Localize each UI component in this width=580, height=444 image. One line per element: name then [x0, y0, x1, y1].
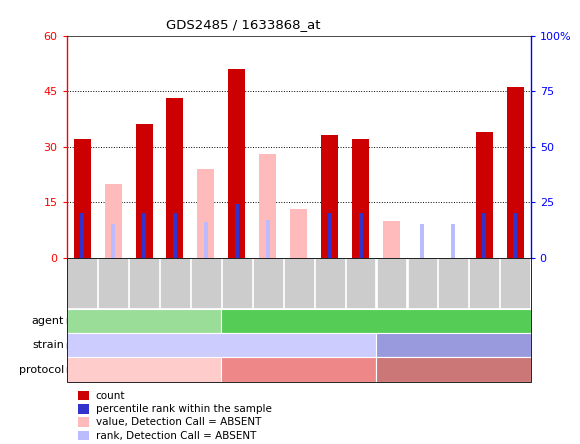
- Bar: [80, 213, 84, 258]
- Text: GSM123070: GSM123070: [387, 259, 396, 307]
- Bar: [74, 139, 90, 258]
- Text: GSM123073: GSM123073: [480, 259, 489, 307]
- Bar: [290, 210, 307, 258]
- Text: GSM123003: GSM123003: [171, 259, 179, 307]
- Text: 2 hours after exposure: 2 hours after exposure: [394, 365, 513, 375]
- Text: agent: agent: [31, 316, 64, 326]
- Bar: [259, 154, 276, 258]
- Bar: [476, 132, 493, 258]
- Text: ▶: ▶: [64, 341, 73, 350]
- Text: ▶: ▶: [64, 365, 73, 374]
- Text: GSM123068: GSM123068: [325, 259, 334, 307]
- Text: GSM123072: GSM123072: [449, 259, 458, 307]
- Bar: [451, 224, 455, 258]
- Text: protocol: protocol: [19, 365, 64, 375]
- Bar: [328, 213, 332, 258]
- Text: alcohol: alcohol: [357, 316, 395, 326]
- Bar: [266, 220, 270, 258]
- Text: GDS2485 / 1633868_at: GDS2485 / 1633868_at: [166, 18, 321, 31]
- Bar: [142, 213, 146, 258]
- Text: GSM123002: GSM123002: [140, 259, 148, 307]
- Bar: [229, 69, 245, 258]
- Text: GSM106918: GSM106918: [78, 259, 86, 307]
- Text: immediately after exposure: immediately after exposure: [226, 365, 371, 375]
- Text: count: count: [96, 391, 125, 400]
- Text: GSM123067: GSM123067: [294, 259, 303, 307]
- Bar: [111, 224, 115, 258]
- Bar: [197, 169, 215, 258]
- Text: GSM123071: GSM123071: [418, 259, 427, 307]
- Text: tolerant: tolerant: [433, 340, 474, 350]
- Bar: [352, 139, 369, 258]
- Text: value, Detection Call = ABSENT: value, Detection Call = ABSENT: [96, 417, 261, 427]
- Bar: [321, 135, 338, 258]
- Text: untread: untread: [124, 316, 165, 326]
- Text: ▶: ▶: [64, 316, 73, 325]
- Bar: [104, 183, 122, 258]
- Bar: [383, 221, 400, 258]
- Text: GSM123069: GSM123069: [356, 259, 365, 307]
- Text: GSM123074: GSM123074: [511, 259, 520, 307]
- Text: GSM123066: GSM123066: [263, 259, 272, 307]
- Text: GSM123007: GSM123007: [201, 259, 211, 307]
- Bar: [420, 224, 425, 258]
- Text: percentile rank within the sample: percentile rank within the sample: [96, 404, 271, 414]
- Text: sensitive: sensitive: [198, 340, 245, 350]
- Bar: [507, 87, 524, 258]
- Text: control: control: [126, 365, 162, 375]
- Bar: [204, 222, 208, 258]
- Text: GSM122994: GSM122994: [108, 259, 118, 307]
- Text: strain: strain: [32, 340, 64, 350]
- Text: rank, Detection Call = ABSENT: rank, Detection Call = ABSENT: [96, 431, 256, 440]
- Bar: [235, 204, 239, 258]
- Bar: [358, 213, 362, 258]
- Bar: [513, 213, 517, 258]
- Bar: [173, 213, 177, 258]
- Bar: [483, 213, 486, 258]
- Bar: [136, 124, 153, 258]
- Bar: [166, 99, 183, 258]
- Text: GSM123065: GSM123065: [233, 259, 241, 307]
